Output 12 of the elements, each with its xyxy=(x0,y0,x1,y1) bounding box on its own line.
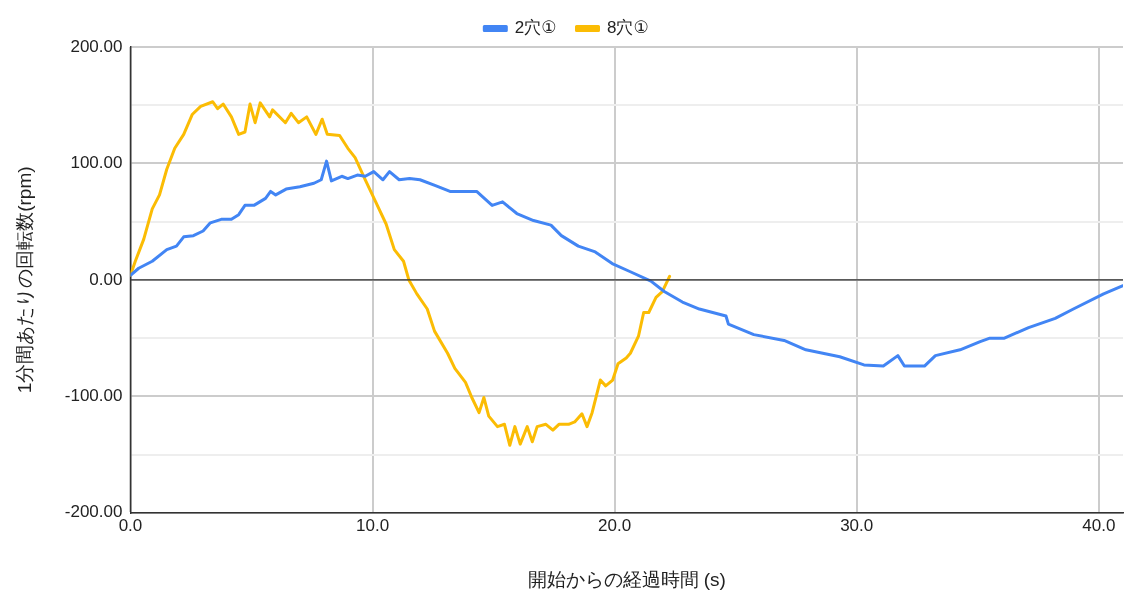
y-axis-title: 1分間あたりの回転数(rpm) xyxy=(13,166,35,394)
x-tick-label: 20.0 xyxy=(598,515,632,535)
x-tick-label: 40.0 xyxy=(1082,515,1116,535)
legend-label: 2穴① xyxy=(514,18,557,38)
x-axis-title: 開始からの経過時間 (s) xyxy=(527,568,726,590)
x-tick-label: 30.0 xyxy=(840,515,874,535)
legend-label: 8穴① xyxy=(607,18,649,38)
y-tick-label: 0.00 xyxy=(89,269,123,289)
y-tick-label: 100.00 xyxy=(70,153,123,173)
x-tick-label: 10.0 xyxy=(355,515,390,535)
y-tick-label: -100.00 xyxy=(64,386,123,406)
y-tick-label: 200.00 xyxy=(70,36,123,56)
